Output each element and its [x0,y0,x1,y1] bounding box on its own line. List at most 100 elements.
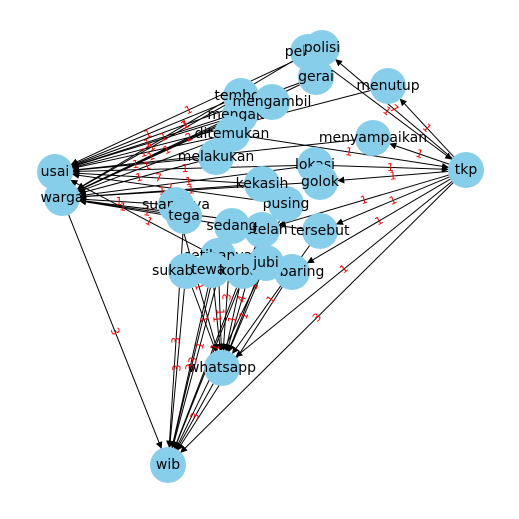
edge-sukabumi-whatsapp [191,287,217,352]
node-circle-sukabumi[interactable] [168,253,204,289]
edge-tewas-whatsapp [213,287,224,351]
edge-label-mengambil-warga: 1 [161,143,173,158]
edge-label-tewas-whatsapp: 1 [210,315,224,323]
edge-label-tkp-whatsapp: 1 [337,262,351,277]
node-circle-golok[interactable] [302,164,338,200]
node-pusing[interactable]: pusing [263,186,310,222]
node-warga[interactable]: warga [40,180,84,216]
node-circle-tega[interactable] [166,198,202,234]
node-wib[interactable]: wib [150,447,186,483]
node-circle-whatsapp[interactable] [204,350,240,386]
node-golok[interactable]: golok [301,164,340,200]
node-kekasih[interactable]: kekasih [236,166,289,202]
node-circle-menyampaikan[interactable] [355,120,391,156]
edge-tega-warga [79,198,167,214]
edge-label-sedang-warga: 1 [142,205,151,219]
node-tewas[interactable]: tewas [191,252,233,288]
edge-label-pusing-whatsapp: 1 [247,280,262,291]
edge-setibanya-whatsapp [217,273,225,351]
edge-lokasi-tkp [332,165,449,173]
edge-polisi-usai [70,55,306,165]
node-circle-polisi[interactable] [304,30,340,66]
node-jubi[interactable]: jubi [248,245,284,281]
node-label-polisi: polisi [304,40,340,56]
edge-label-tkp-golok: 1 [389,169,397,183]
edge-sukabumi-wib [166,288,185,448]
node-ditemukan[interactable]: ditemukan [195,116,270,152]
edge-label-gerai-warga: 2 [183,130,195,145]
node-circle-kekasih[interactable] [244,166,280,202]
node-label-wib: wib [156,457,180,473]
node-label-kekasih: kekasih [236,176,289,192]
edge-label-tkp-menyampaikan: 1 [414,147,425,162]
node-circle-gerai[interactable] [298,59,334,95]
edge-ditemukan-warga [78,139,216,193]
node-mengambil[interactable]: mengambil [233,84,312,120]
node-circle-tewas[interactable] [194,252,230,288]
node-setelah[interactable]: setelah [236,212,288,248]
node-tega[interactable]: tega [166,198,202,234]
edge-label-korban-whatsapp: 1 [225,315,239,325]
node-label-usai: usai [41,164,70,180]
edge-label-tega-wib: 3 [169,337,182,345]
node-label-tkp: tkp [455,162,478,178]
node-circle-warga[interactable] [44,180,80,216]
edge-label-lokasi-tkp: 1 [387,161,394,174]
edge-tkp-tersebut [335,176,450,225]
edge-label-setelah-whatsapp: 4 [235,294,249,304]
edge-label-tembok-usai: 1 [142,127,153,142]
edge-pelaku-tkp [322,62,453,160]
node-circle-setelah[interactable] [244,212,280,248]
node-label-sedang: sedang [206,218,257,234]
edge-label-setibanya-whatsapp: 1 [213,308,226,315]
edge-tkp-menyampaikan [389,142,450,165]
edge-tkp-polisi [335,59,453,159]
node-circle-pusing[interactable] [268,186,304,222]
edge-setibanya-wib [170,273,215,449]
node-label-melakukan: melakukan [178,149,255,165]
edge-warga-wib [68,214,163,449]
edge-label-kekasih-usai: 7 [155,171,163,184]
edge-label-golok-warga: 1 [187,183,195,196]
edge-label-sukabumi-wib: 3 [170,364,184,372]
edge-tkp-golok [337,170,449,184]
node-polisi[interactable]: polisi [304,30,340,66]
edge-label-kekasih-warga: 1 [158,184,166,197]
node-sedang[interactable]: sedang [206,208,258,244]
edge-label-mengambil-usai: 1 [158,130,169,145]
node-label-jubi: jubi [252,255,279,271]
node-circle-ditemukan[interactable] [214,116,250,152]
node-gerai[interactable]: gerai [298,59,334,95]
node-label-warga: warga [40,190,83,206]
node-menyampaikan[interactable]: menyampaikan [319,120,427,156]
edge-label-tewas-wib: 3 [183,363,197,373]
edge-label-sedang-whatsapp: 3 [220,293,233,301]
edge-label-tkp-tersebut: 1 [387,193,398,208]
node-label-pusing: pusing [263,196,310,212]
edge-label-sedang-wib: 1 [193,340,207,350]
node-tersebut[interactable]: tersebut [290,213,350,249]
node-label-golok: golok [301,174,340,190]
node-menutup[interactable]: menutup [356,68,420,104]
edge-label-setibanya-wib: 3 [186,356,200,366]
node-circle-tkp[interactable] [448,152,484,188]
edge-label-ditemukan-warga: 1 [141,159,152,174]
node-circle-mengambil[interactable] [254,84,290,120]
edge-whatsapp-wib [176,383,214,450]
node-circle-sedang[interactable] [214,208,250,244]
node-circle-jubi[interactable] [248,245,284,281]
node-whatsapp[interactable]: whatsapp [188,350,256,386]
node-label-menyampaikan: menyampaikan [319,130,427,146]
edge-jubi-whatsapp [228,279,260,353]
edge-label-mengaku-warga: 1 [145,149,157,164]
edge-label-melakukan-usai: 1 [131,158,139,172]
node-circle-tersebut[interactable] [302,213,338,249]
node-circle-wib[interactable] [150,447,186,483]
edge-suaminya-whatsapp [180,222,219,352]
node-tkp[interactable]: tkp [448,152,484,188]
edge-label-jubi-whatsapp: 1 [237,310,252,321]
edge-label-ditemukan-usai: 1 [139,146,149,160]
edge-label-suaminya-warga: 1 [115,195,123,208]
node-circle-menutup[interactable] [370,68,406,104]
node-label-tewas: tewas [191,262,232,278]
